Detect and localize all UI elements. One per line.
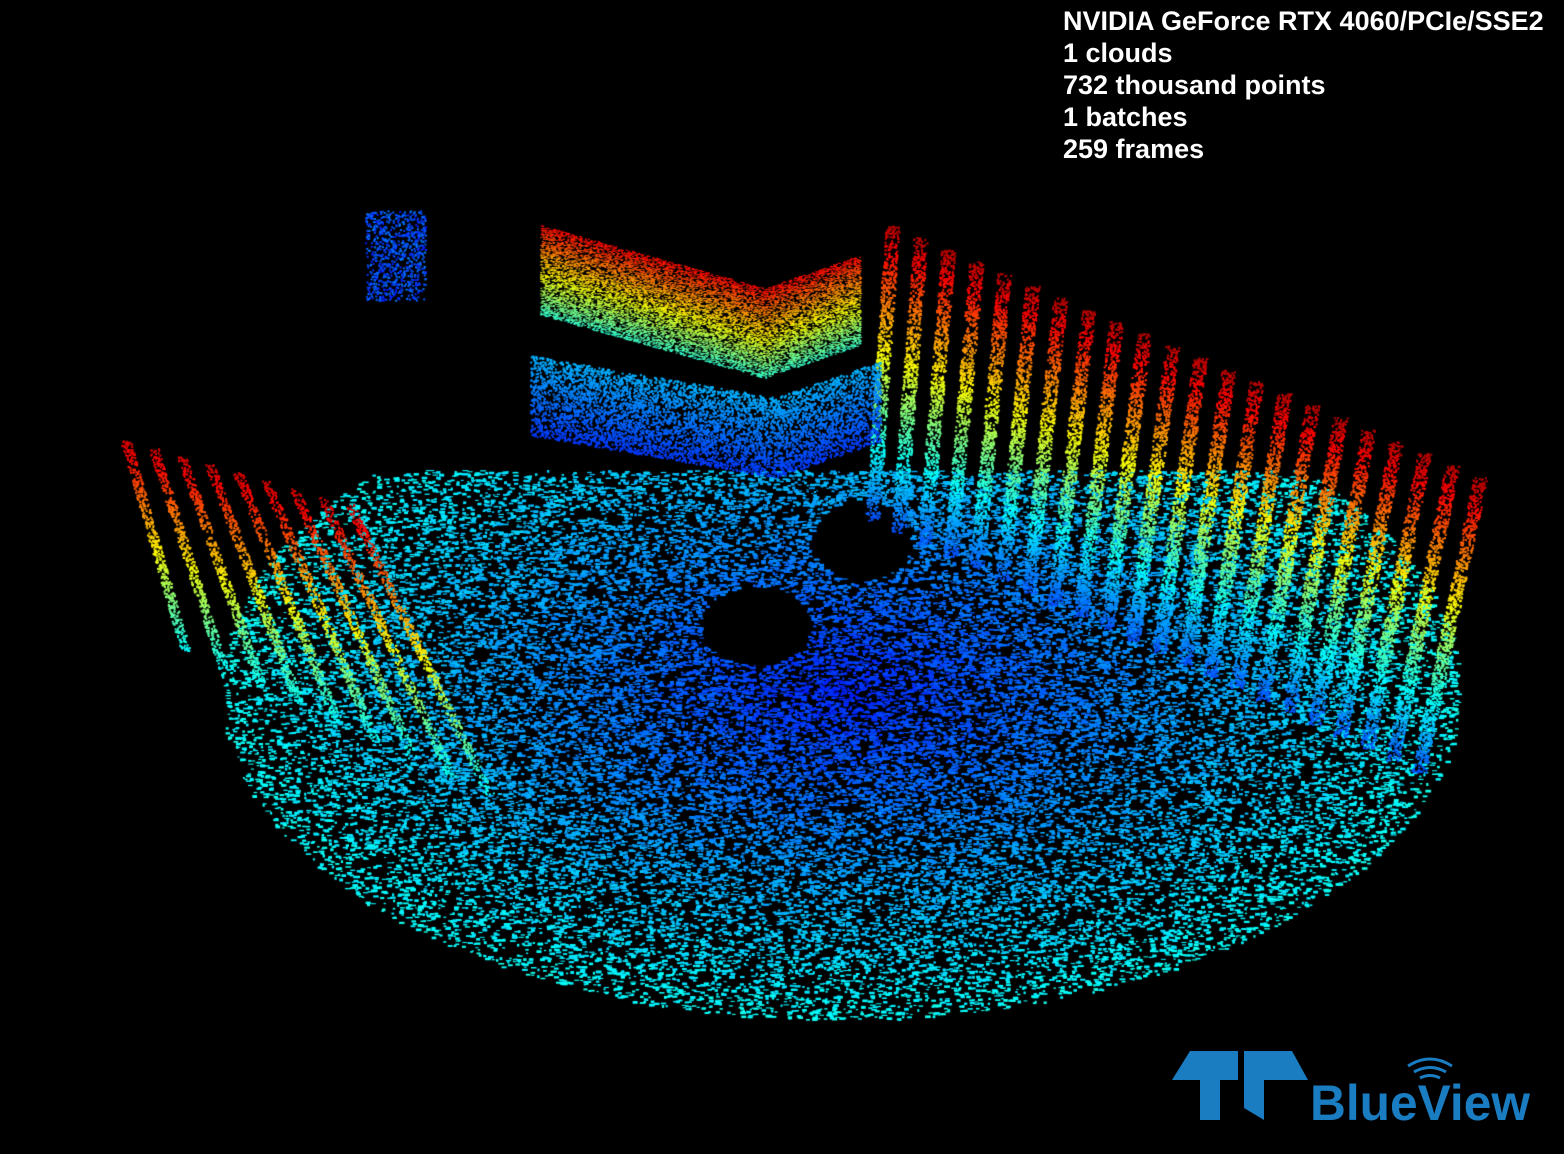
blueview-logo: BlueView [1172,1051,1530,1128]
render-stats-overlay: NVIDIA GeForce RTX 4060/PCIe/SSE2 1 clou… [1063,5,1544,165]
clouds-count: 1 clouds [1063,38,1173,68]
frames-count: 259 frames [1063,134,1205,164]
points-count: 732 thousand points [1063,70,1326,100]
renderer-label: NVIDIA GeForce RTX 4060/PCIe/SSE2 [1063,6,1544,36]
svg-text:BlueView: BlueView [1310,1075,1530,1128]
batches-count: 1 batches [1063,102,1188,132]
